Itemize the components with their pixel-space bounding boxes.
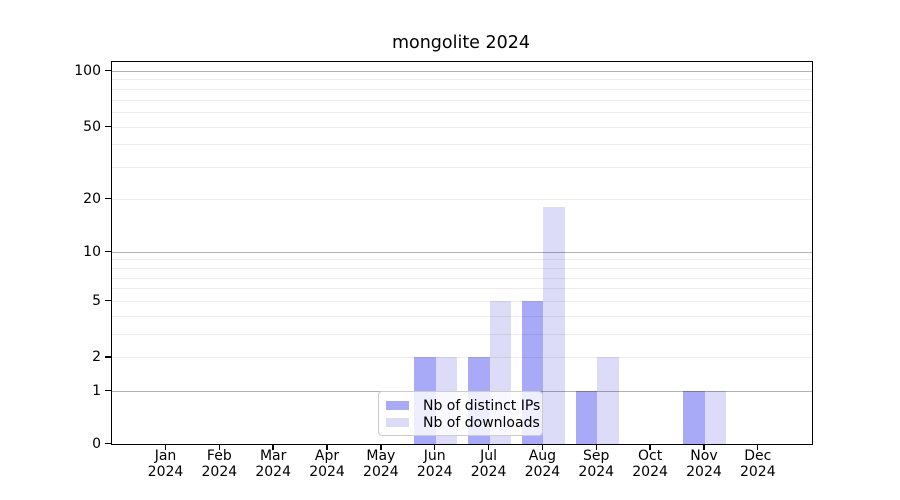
bar-distinct-ips-nov <box>683 390 705 444</box>
gridline-major <box>112 70 812 72</box>
gridline-minor <box>112 111 812 113</box>
x-tick-label: Aug 2024 <box>512 448 572 480</box>
x-tick-year: 2024 <box>632 463 668 480</box>
x-tick-year: 2024 <box>686 463 722 480</box>
legend-label-distinct-ips: Nb of distinct IPs <box>423 397 541 414</box>
y-tick-label: 10 <box>83 243 101 260</box>
x-tick-month: Dec <box>744 448 772 464</box>
y-tick-mark <box>105 443 111 445</box>
gridline-minor <box>112 126 812 128</box>
gridline-minor <box>112 144 812 146</box>
legend-swatch-downloads <box>386 418 409 427</box>
y-tick-label: 20 <box>83 190 101 207</box>
x-tick-label: Feb 2024 <box>189 448 249 480</box>
gridline-minor <box>112 198 812 200</box>
y-tick-mark <box>105 125 111 127</box>
x-tick-month: Apr <box>314 448 340 464</box>
gridline-minor <box>112 277 812 279</box>
x-tick-mark <box>164 445 167 450</box>
y-tick-mark <box>105 197 111 200</box>
bar-downloads-nov <box>704 390 727 444</box>
x-tick-year: 2024 <box>416 463 453 480</box>
x-tick-month: Jan <box>154 448 177 464</box>
x-tick-year: 2024 <box>309 463 345 480</box>
x-tick-year: 2024 <box>578 463 615 480</box>
y-tick-label: 5 <box>92 292 101 309</box>
x-tick-label: Jun 2024 <box>405 448 465 480</box>
x-tick-label: Nov 2024 <box>674 448 734 480</box>
x-tick-mark <box>487 445 490 450</box>
x-tick-mark <box>703 445 705 450</box>
x-tick-year: 2024 <box>255 463 291 480</box>
gridline-minor <box>112 334 812 336</box>
x-tick-year: 2024 <box>470 463 507 480</box>
x-tick-year: 2024 <box>739 463 776 480</box>
x-tick-label: Jul 2024 <box>459 448 519 480</box>
x-tick-year: 2024 <box>363 463 399 480</box>
gridline-minor <box>112 357 812 359</box>
x-tick-mark <box>434 445 436 450</box>
x-tick-year: 2024 <box>147 463 184 480</box>
x-tick-mark <box>541 445 544 450</box>
y-tick-mark <box>105 299 111 302</box>
gridline-minor <box>112 300 812 302</box>
x-tick-month: May <box>366 448 396 464</box>
bar-downloads-aug <box>543 207 565 444</box>
y-tick-label: 1 <box>92 382 101 399</box>
legend-item-distinct-ips: Nb of distinct IPs <box>386 398 540 414</box>
legend: Nb of distinct IPs Nb of downloads <box>378 391 543 436</box>
bar-downloads-sep <box>597 357 619 444</box>
x-tick-mark <box>380 445 382 450</box>
y-tick-label: 100 <box>74 62 101 79</box>
x-tick-mark <box>218 445 221 450</box>
y-tick-mark <box>105 69 111 72</box>
legend-label-downloads: Nb of downloads <box>423 414 540 431</box>
x-tick-mark <box>326 445 328 450</box>
x-tick-mark <box>757 445 759 450</box>
y-tick-label: 2 <box>92 349 101 366</box>
y-tick-mark <box>105 389 111 391</box>
y-tick-mark <box>105 250 111 252</box>
x-tick-label: Oct 2024 <box>620 448 680 480</box>
x-tick-month: Mar <box>259 448 287 464</box>
x-tick-month: Jun <box>423 448 446 464</box>
gridline-minor <box>112 315 812 317</box>
x-tick-month: Nov <box>690 448 718 464</box>
bar-distinct-ips-sep <box>575 390 598 444</box>
x-tick-label: Apr 2024 <box>297 448 357 480</box>
x-tick-month: Oct <box>637 448 663 464</box>
x-tick-mark <box>595 445 597 450</box>
y-tick-label: 50 <box>83 118 101 135</box>
y-tick-mark <box>105 356 111 358</box>
x-tick-month: Jul <box>480 448 498 464</box>
plot-area <box>111 61 813 445</box>
x-tick-mark <box>272 445 274 450</box>
x-tick-month: Aug <box>528 448 557 464</box>
gridline-minor <box>112 88 812 90</box>
gridline-minor <box>112 99 812 101</box>
gridline-minor <box>112 167 812 169</box>
legend-swatch-distinct-ips <box>386 401 409 410</box>
gridline-major <box>112 251 812 253</box>
x-tick-label: Jan 2024 <box>135 448 195 480</box>
gridline-minor <box>112 259 812 261</box>
x-tick-mark <box>649 445 651 450</box>
y-tick-label: 0 <box>92 436 101 452</box>
gridline-minor <box>112 267 812 269</box>
x-tick-label: May 2024 <box>351 448 411 480</box>
x-tick-month: Sep <box>583 448 610 464</box>
x-tick-label: Sep 2024 <box>566 448 626 480</box>
legend-item-downloads: Nb of downloads <box>386 415 540 431</box>
x-tick-month: Feb <box>206 448 232 464</box>
x-tick-year: 2024 <box>524 463 561 480</box>
x-tick-label: Dec 2024 <box>728 448 788 480</box>
x-tick-label: Mar 2024 <box>243 448 303 480</box>
x-tick-year: 2024 <box>201 463 238 480</box>
gridline-minor <box>112 288 812 290</box>
chart-title: mongolite 2024 <box>391 33 531 53</box>
gridline-minor <box>112 79 812 81</box>
